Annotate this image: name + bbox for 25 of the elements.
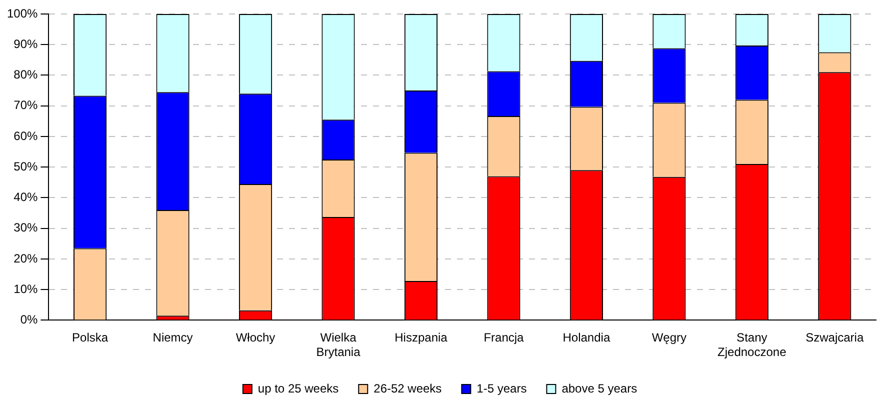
- x-tick-label: Szwajcaria: [806, 330, 864, 345]
- x-tick-label: Niemcy: [152, 330, 193, 345]
- y-tick-label: 10%: [14, 282, 38, 296]
- y-tick-label: 70%: [14, 98, 38, 112]
- x-tick-label: Francja: [484, 330, 524, 345]
- y-tick-label: 100%: [6, 6, 38, 20]
- legend-label: 1-5 years: [476, 381, 527, 396]
- x-tick-label: Holandia: [562, 330, 610, 345]
- legend-label: above 5 years: [562, 381, 638, 396]
- y-tick-label: 40%: [14, 190, 38, 204]
- x-tick-label: Hiszpania: [394, 330, 448, 345]
- y-tick-label: 30%: [14, 220, 38, 235]
- legend-label: 26-52 weeks: [374, 381, 442, 396]
- x-tick-label: Stany Zjednoczone: [718, 330, 787, 360]
- y-tick-label: 0%: [20, 312, 38, 327]
- legend-label: up to 25 weeks: [258, 381, 339, 396]
- x-tick-label: Wielka Brytania: [316, 330, 361, 360]
- y-tick-label: 60%: [14, 128, 38, 143]
- y-tick-label: 50%: [14, 159, 38, 174]
- x-tick-label: Włochy: [236, 330, 276, 345]
- y-tick-label: 80%: [14, 68, 38, 82]
- y-tick-label: 90%: [14, 36, 38, 51]
- y-tick-label: 20%: [14, 251, 38, 266]
- x-tick-label: Węgry: [652, 330, 687, 345]
- x-tick-label: Polska: [72, 330, 108, 345]
